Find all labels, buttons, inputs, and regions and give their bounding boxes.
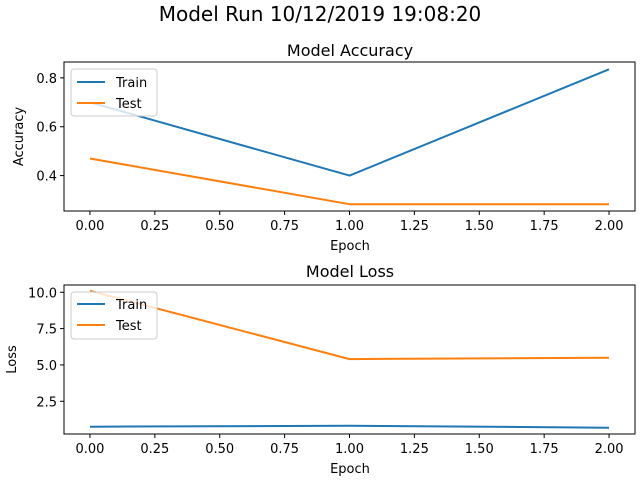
accuracy-x-tick-label-2-00: 2.00 xyxy=(595,219,624,234)
loss-series-test-line xyxy=(89,289,610,361)
loss-x-tick-label-0-00: 0.00 xyxy=(75,442,104,457)
accuracy-y-tick-label-0-8: 0.8 xyxy=(36,72,57,87)
accuracy-y-tick-label-0-4: 0.4 xyxy=(36,170,57,185)
loss-x-tick-label-1-25: 1.25 xyxy=(400,442,429,457)
loss-x-axis-label: Epoch xyxy=(330,462,370,477)
accuracy-legend-test-label: Test xyxy=(115,97,142,112)
loss-x-tick-label-0-25: 0.25 xyxy=(140,442,169,457)
accuracy-x-tick-label-1-25: 1.25 xyxy=(400,219,429,234)
accuracy-x-tick-label-1-50: 1.50 xyxy=(465,219,494,234)
accuracy-legend-box xyxy=(70,68,158,117)
loss-x-tick-label-1-75: 1.75 xyxy=(530,442,559,457)
accuracy-chart-title: Model Accuracy xyxy=(287,41,413,60)
accuracy-series-train-line xyxy=(89,68,610,177)
accuracy-x-tick-label-1-75: 1.75 xyxy=(530,219,559,234)
accuracy-x-tick-label-0-25: 0.25 xyxy=(140,219,169,234)
loss-series-train-line xyxy=(89,424,610,429)
accuracy-y-axis-label: Accuracy xyxy=(12,107,27,167)
accuracy-x-axis-label: Epoch xyxy=(330,239,370,254)
accuracy-legend-train-label: Train xyxy=(115,76,147,91)
accuracy-y-tick-label-0-6: 0.6 xyxy=(36,121,57,136)
loss-legend-test-label: Test xyxy=(115,319,142,334)
accuracy-subplot: Model Accuracy 0.00 0.25 0.50 0.75 1.00 1.25 1… xyxy=(12,41,636,254)
accuracy-x-tick-label-0-75: 0.75 xyxy=(270,219,299,234)
accuracy-axes-frame xyxy=(63,61,636,212)
loss-y-tick-label-10-0: 10.0 xyxy=(28,286,57,301)
accuracy-legend: Train Test xyxy=(70,68,158,117)
accuracy-x-tick-label-1-00: 1.00 xyxy=(335,219,364,234)
loss-legend: Train Test xyxy=(70,291,158,340)
loss-plot-area: 0.00 0.25 0.50 0.75 1.00 1.25 1.50 1.75 2.00 2.5 5… xyxy=(28,286,623,457)
loss-x-tick-label-0-75: 0.75 xyxy=(270,442,299,457)
accuracy-x-tick-label-0-00: 0.00 xyxy=(75,219,104,234)
loss-y-tick-label-5-0: 5.0 xyxy=(36,359,57,374)
accuracy-plot-area: 0.00 0.25 0.50 0.75 1.00 1.25 1.50 1.75 2.00 0.4 0… xyxy=(36,68,624,234)
loss-legend-train-label: Train xyxy=(115,298,147,313)
loss-x-tick-label-0-50: 0.50 xyxy=(205,442,234,457)
accuracy-series-test-line xyxy=(89,157,609,206)
loss-y-tick-label-2-5: 2.5 xyxy=(36,395,57,410)
loss-axes-frame xyxy=(63,284,636,435)
loss-y-axis-label: Loss xyxy=(5,345,20,374)
loss-subplot: Model Loss 0.00 0.25 0.50 0.75 1.00 1.25 1.50 1… xyxy=(5,262,636,477)
loss-x-tick-label-1-50: 1.50 xyxy=(465,442,494,457)
loss-y-tick-label-7-5: 7.5 xyxy=(36,323,57,338)
figure-suptitle: Model Run 10/12/2019 19:08:20 xyxy=(159,2,482,26)
accuracy-x-tick-label-0-50: 0.50 xyxy=(205,219,234,234)
loss-x-tick-label-2-00: 2.00 xyxy=(595,442,624,457)
loss-x-tick-label-1-00: 1.00 xyxy=(335,442,364,457)
loss-chart-title: Model Loss xyxy=(306,262,394,281)
